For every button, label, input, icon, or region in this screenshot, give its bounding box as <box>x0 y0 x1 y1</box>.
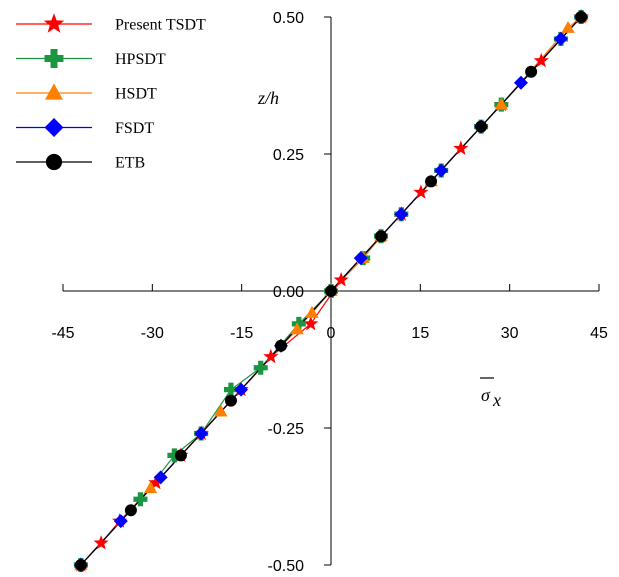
legend-marker-star-icon <box>43 13 65 33</box>
legend-marker-circle-icon <box>45 153 63 171</box>
legend-item-hsdt: HSDT <box>16 83 157 103</box>
data-point-fsdt <box>394 207 409 222</box>
x-axis-ticks: -45 -30 -15 0 15 30 45 <box>51 284 608 342</box>
data-point-present-tsdt <box>533 52 549 68</box>
data-point-etb <box>575 11 588 23</box>
data-point-etb <box>525 65 538 78</box>
data-point-hsdt <box>561 20 575 33</box>
data-point-present-tsdt <box>303 315 319 331</box>
data-point-present-tsdt <box>148 474 164 490</box>
data-point-hpsdt <box>253 360 268 375</box>
legend-item-hpsdt: HPSDT <box>16 49 166 68</box>
data-point-etb <box>425 175 438 188</box>
data-point-hpsdt <box>223 382 238 397</box>
legend: Present TSDT HPSDT HSDT FSDT ETB <box>16 13 206 172</box>
data-point-present-tsdt <box>413 184 429 199</box>
x-axis-title-symbol: σ <box>481 385 491 405</box>
data-point-fsdt <box>353 251 368 266</box>
x-tick-label: -45 <box>51 325 74 342</box>
data-point-present-tsdt <box>263 348 279 364</box>
legend-label: HPSDT <box>115 51 166 68</box>
x-tick-label: -15 <box>230 325 253 342</box>
y-tick-label: -0.25 <box>268 421 305 438</box>
data-point-present-tsdt <box>453 140 469 155</box>
data-point-fsdt <box>434 163 449 178</box>
data-point-hsdt <box>143 481 158 494</box>
y-tick-label: 0.50 <box>273 10 304 27</box>
data-point-fsdt <box>513 75 528 90</box>
data-point-hsdt <box>494 97 508 110</box>
data-point-fsdt <box>153 470 168 485</box>
data-point-present-tsdt <box>333 272 349 287</box>
x-tick-label: -30 <box>141 325 164 342</box>
y-tick-label: 0.00 <box>273 284 304 301</box>
data-point-etb <box>375 230 388 243</box>
data-point-present-tsdt <box>93 535 109 550</box>
y-tick-label: 0.25 <box>273 147 304 164</box>
data-point-hsdt <box>290 322 304 335</box>
x-axis-title-subscript: x <box>492 390 501 410</box>
data-point-etb <box>224 394 237 407</box>
legend-marker-diamond-icon <box>44 118 64 137</box>
series-markers <box>73 9 589 572</box>
data-point-hpsdt <box>167 448 182 463</box>
y-axis-title: z/h <box>257 88 279 108</box>
data-point-etb <box>74 559 87 571</box>
data-point-fsdt <box>194 426 209 441</box>
x-tick-label: 45 <box>590 325 608 342</box>
data-point-hpsdt <box>133 492 148 507</box>
legend-item-present-tsdt: Present TSDT <box>16 13 206 34</box>
data-point-fsdt <box>234 382 249 397</box>
data-point-fsdt <box>553 31 568 46</box>
data-point-etb <box>274 339 287 352</box>
data-point-hsdt <box>305 305 319 318</box>
legend-marker-triangle-icon <box>45 83 63 100</box>
legend-label: Present TSDT <box>115 17 206 34</box>
legend-marker-plus-icon <box>44 49 64 68</box>
legend-label: HSDT <box>115 86 157 103</box>
data-point-etb <box>475 120 488 133</box>
data-point-etb <box>174 449 187 462</box>
x-axis-title: σ x <box>480 377 501 410</box>
legend-item-etb: ETB <box>16 153 145 172</box>
x-tick-label: 30 <box>501 325 519 342</box>
data-point-hpsdt <box>291 316 306 331</box>
y-tick-label: -0.50 <box>268 558 305 575</box>
data-point-fsdt <box>113 514 128 529</box>
data-point-etb <box>325 285 337 297</box>
y-axis-ticks: -0.50 -0.25 0.00 0.25 0.50 <box>268 10 331 575</box>
data-point-etb <box>124 504 137 517</box>
legend-label: ETB <box>115 155 145 172</box>
data-point-hsdt <box>214 404 228 417</box>
legend-label: FSDT <box>115 120 154 137</box>
x-tick-label: 15 <box>411 325 429 342</box>
legend-item-fsdt: FSDT <box>16 118 154 137</box>
x-tick-label: 0 <box>327 325 336 342</box>
